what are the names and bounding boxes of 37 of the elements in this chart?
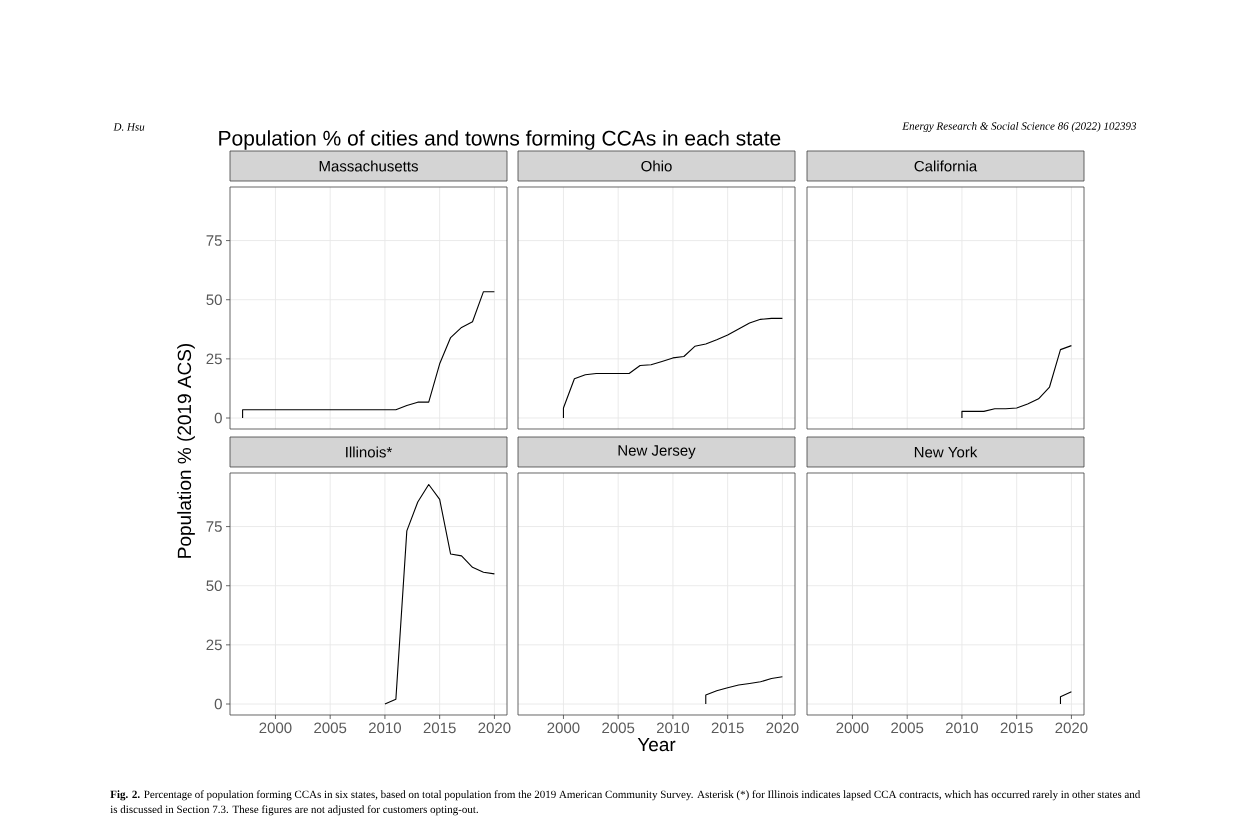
x-tick-label: 2020 [1055, 722, 1088, 734]
chart-title: New York [914, 446, 978, 458]
x-tick-label: 2015 [1000, 722, 1033, 734]
x-tick-label: 2000 [259, 722, 292, 734]
y-tick-label: 25 [206, 353, 222, 365]
text: Fig. 2. Percentage of population forming CCAs in six states, based on total population from the 2019 American Community Survey. Asterisk (*) for Illinois indicates lapsed CCA contracts, which has occurred rarely in other states and is discussed in Section 7.3. These figures are not adjusted for customers opting-out. [110, 790, 1141, 816]
x-tick-label: 2015 [423, 722, 456, 734]
x-axis-title: Year [637, 738, 676, 752]
x-tick-label: 2005 [314, 722, 347, 734]
y-tick-label: 50 [206, 294, 222, 306]
chart-title: Massachusetts [319, 160, 418, 172]
line-series [242, 291, 495, 419]
x-tick-label: 2010 [657, 722, 690, 734]
y-tick-label: 25 [206, 639, 222, 651]
y-tick-label: 50 [206, 580, 222, 592]
chart-title: New Jersey [618, 445, 696, 459]
y-tick-label: 75 [206, 235, 222, 246]
y-tick-label: 0 [214, 698, 222, 710]
chart-title: Illinois* [346, 446, 393, 458]
x-tick-label: 2010 [368, 722, 402, 734]
x-tick-label: 2000 [836, 722, 869, 734]
y-tick-label: 0 [214, 412, 222, 424]
text: D. Hsu [113, 123, 145, 131]
chart-title: Ohio [641, 160, 672, 172]
x-tick-label: 2000 [547, 722, 580, 734]
x-tick-label: 2015 [711, 722, 744, 734]
x-tick-label: 2005 [891, 722, 924, 734]
y-axis-title: Population % (2019 ACS) [177, 343, 195, 558]
y-tick-label: 75 [206, 521, 222, 532]
x-tick-label: 2020 [478, 722, 511, 734]
text: Energy Research & Social Science 86 (2022) 102393 [902, 122, 1137, 133]
x-tick-label: 2020 [766, 722, 799, 734]
x-tick-label: 2010 [946, 722, 979, 734]
line-series [384, 483, 495, 705]
text: Population % of cities and towns forming CCAs in each state [219, 130, 781, 150]
chart-title: California [914, 160, 978, 172]
x-tick-label: 2005 [602, 722, 635, 734]
